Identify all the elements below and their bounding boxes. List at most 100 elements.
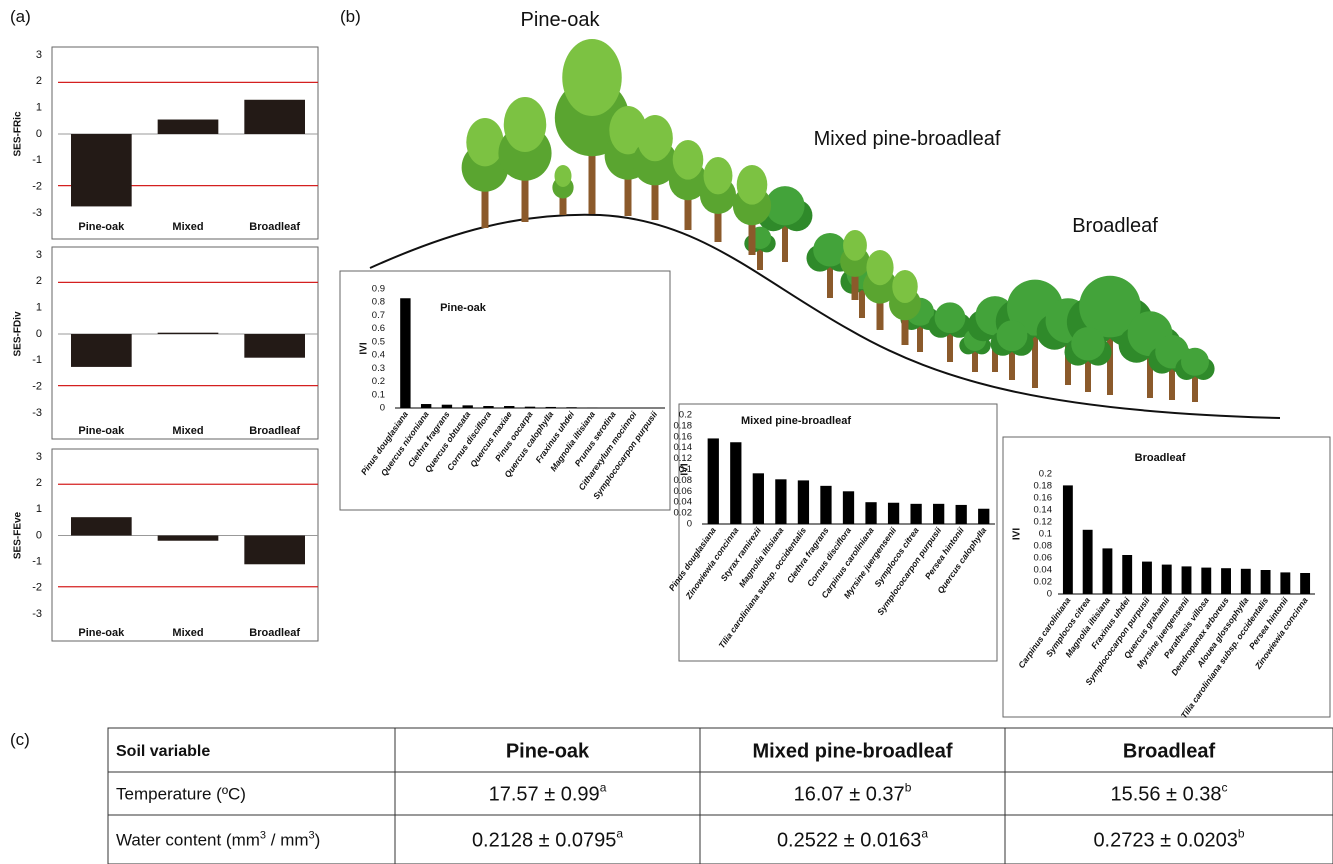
panel-label: (b) (340, 7, 361, 26)
x-tick-label: Broadleaf (249, 221, 300, 233)
value-superscript: a (600, 781, 607, 795)
tree-crown (504, 97, 547, 152)
y-tick-label: 0.08 (1034, 541, 1053, 552)
tree-crown (466, 118, 503, 166)
table-value: 0.2128 ± 0.0795a (472, 827, 623, 852)
row-label-part: / mm (266, 831, 309, 850)
table-header: Soil variable (116, 743, 210, 760)
y-tick-label: 0 (36, 529, 42, 541)
value-text: 16.07 ± 0.37 (794, 784, 905, 806)
bar (1300, 573, 1310, 594)
page: (a) (b) (c) Pine-oak Mixed pine-broadlea… (0, 0, 1333, 864)
bar (1280, 572, 1290, 594)
y-tick-label: 0 (687, 519, 692, 530)
x-tick-label: Broadleaf (249, 627, 300, 639)
y-tick-label: 2 (36, 275, 42, 287)
chart-title: Broadleaf (1135, 452, 1186, 464)
y-tick-label: -1 (32, 556, 42, 568)
y-axis-title: IVI (680, 463, 691, 475)
y-tick-label: 2 (36, 75, 42, 87)
table-header: Mixed pine-broadleaf (752, 740, 952, 762)
x-tick-label: Pine-oak (78, 627, 125, 639)
bar (1102, 548, 1112, 594)
bar (798, 480, 809, 524)
bar (978, 509, 989, 524)
tree-crown (562, 39, 622, 116)
row-label: Temperature (ºC) (116, 785, 246, 804)
y-tick-label: 0 (380, 403, 385, 414)
bar (1162, 565, 1172, 594)
y-tick-label: 0.02 (674, 508, 693, 519)
bar (775, 479, 786, 524)
tree-crown (843, 230, 867, 261)
y-tick-label: 0.2 (679, 410, 692, 421)
tree-crown (704, 157, 733, 194)
y-tick-label: -1 (32, 354, 42, 366)
x-tick-label: Mixed (172, 627, 203, 639)
y-tick-label: 0 (36, 128, 42, 140)
bar (956, 505, 967, 524)
y-tick-label: 0.18 (674, 420, 693, 431)
table-value: 0.2522 ± 0.0163a (777, 827, 928, 852)
x-tick-label: Pine-oak (78, 425, 125, 437)
bar (400, 298, 410, 408)
y-tick-label: -2 (32, 381, 42, 393)
y-axis-title: SES-FDiv (13, 311, 24, 356)
value-text: 17.57 ± 0.99 (489, 784, 600, 806)
bar (244, 100, 305, 134)
bar (1221, 568, 1231, 594)
bar (421, 404, 431, 408)
tree-crown (997, 320, 1028, 351)
y-tick-label: 0.1 (1039, 529, 1052, 540)
bar (820, 486, 831, 524)
y-tick-label: 3 (36, 451, 42, 463)
y-tick-label: 0.8 (372, 297, 385, 308)
y-tick-label: 0.14 (674, 442, 693, 453)
value-text: 0.2723 ± 0.0203 (1093, 830, 1237, 852)
landscape-label: Broadleaf (1072, 215, 1158, 237)
tree-crown (673, 140, 704, 180)
tree-crown (737, 165, 768, 205)
row-label: Water content (mm3 / mm3) (116, 829, 320, 850)
value-superscript: b (1238, 827, 1245, 841)
y-axis-title: SES-FEve (13, 511, 24, 559)
bar (463, 405, 473, 408)
bar (910, 504, 921, 524)
y-tick-label: -2 (32, 582, 42, 594)
bar (1182, 566, 1192, 594)
y-tick-label: -1 (32, 154, 42, 166)
bar (158, 333, 219, 334)
tree-crown (1181, 348, 1209, 376)
row-label-part: Temperature (ºC) (116, 785, 246, 804)
bar (546, 407, 556, 408)
y-axis-title: IVI (359, 342, 370, 354)
y-tick-label: 0.16 (1034, 493, 1053, 504)
tree-crown (637, 115, 673, 161)
value-superscript: c (1222, 781, 1228, 795)
y-tick-label: -3 (32, 608, 42, 620)
row-label-part: ) (315, 831, 321, 850)
y-axis-title: SES-FRic (13, 111, 24, 156)
y-tick-label: 0 (36, 328, 42, 340)
bar (1122, 555, 1132, 594)
y-tick-label: 0.04 (1034, 565, 1053, 576)
y-tick-label: 0.04 (674, 497, 693, 508)
y-tick-label: 3 (36, 249, 42, 261)
bar (483, 406, 493, 408)
x-tick-label: Mixed (172, 221, 203, 233)
y-tick-label: 0.2 (1039, 469, 1052, 480)
y-tick-label: 0.12 (674, 453, 693, 464)
y-tick-label: -3 (32, 207, 42, 219)
bar (865, 502, 876, 524)
value-text: 0.2522 ± 0.0163 (777, 830, 921, 852)
bar (1261, 570, 1271, 594)
value-text: 15.56 ± 0.38 (1110, 784, 1221, 806)
bar (244, 334, 305, 358)
table-value: 15.56 ± 0.38c (1110, 781, 1227, 806)
table-header: Pine-oak (506, 740, 590, 762)
bar (888, 503, 899, 524)
bar (158, 120, 219, 134)
x-tick-label: Pine-oak (78, 221, 125, 233)
bar (442, 405, 452, 408)
bar (158, 536, 219, 541)
